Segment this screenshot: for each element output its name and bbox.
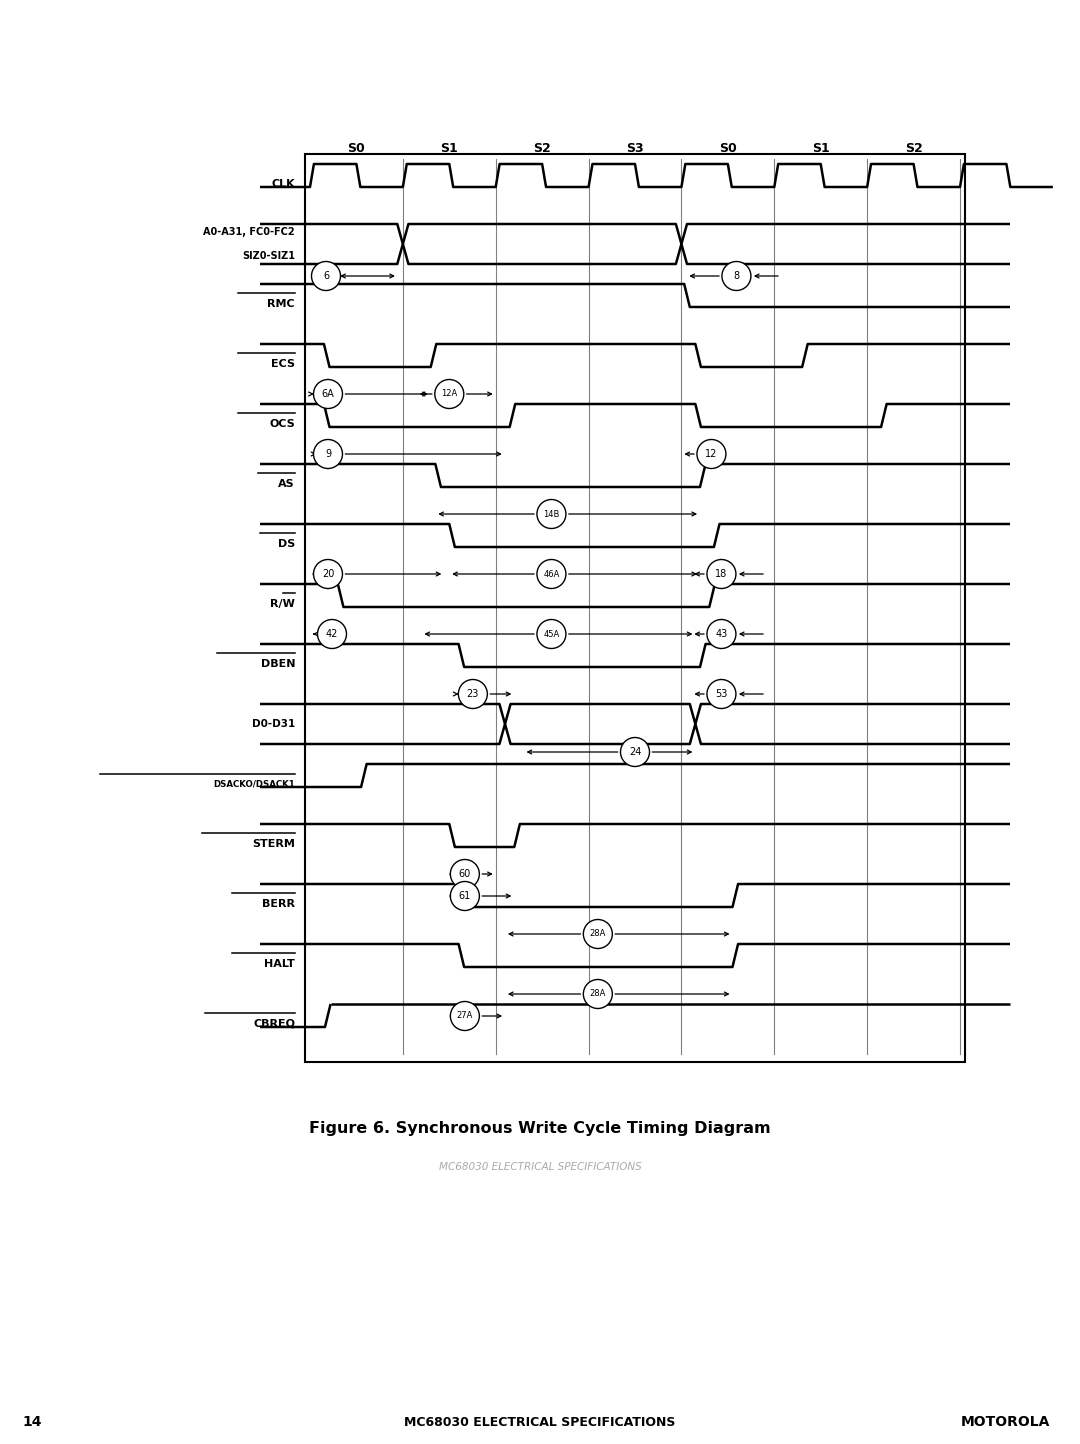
Circle shape [721,261,751,290]
Circle shape [450,1002,480,1031]
Text: S1: S1 [812,143,829,156]
Circle shape [313,380,342,409]
Circle shape [707,619,735,648]
Circle shape [621,738,649,767]
Text: 61: 61 [459,891,471,901]
Circle shape [435,380,463,409]
Circle shape [583,979,612,1008]
Text: 60: 60 [459,869,471,879]
Text: 27A: 27A [457,1011,473,1021]
Text: SIZ0-SIZ1: SIZ0-SIZ1 [242,251,295,261]
Text: 23: 23 [467,689,480,699]
Circle shape [537,559,566,589]
Text: 46A: 46A [543,569,559,579]
Circle shape [313,439,342,468]
Text: 6: 6 [323,271,329,282]
Text: BERR: BERR [262,900,295,910]
Circle shape [707,559,735,589]
Text: MOTOROLA: MOTOROLA [960,1415,1050,1430]
Text: CLK: CLK [271,179,295,189]
Circle shape [450,859,480,888]
Text: 12: 12 [705,449,717,459]
Text: S0: S0 [719,143,737,156]
Text: R/W: R/W [270,599,295,609]
Text: 12A: 12A [441,390,458,399]
Circle shape [458,680,487,709]
Text: 9: 9 [325,449,332,459]
Text: 20: 20 [322,569,334,579]
Circle shape [311,261,340,290]
Text: ECS: ECS [271,360,295,370]
Text: 28A: 28A [590,989,606,998]
Text: CBREQ: CBREQ [253,1019,295,1030]
Circle shape [583,920,612,949]
Text: STERM: STERM [252,839,295,849]
Circle shape [537,619,566,648]
Text: 14B: 14B [543,510,559,518]
Text: HALT: HALT [265,959,295,969]
Text: D0-D31: D0-D31 [252,719,295,729]
Text: OCS: OCS [269,419,295,429]
Text: 53: 53 [715,689,728,699]
Text: S3: S3 [626,143,644,156]
Text: S2: S2 [905,143,922,156]
Text: 18: 18 [715,569,728,579]
Text: Figure 6. Synchronous Write Cycle Timing Diagram: Figure 6. Synchronous Write Cycle Timing… [309,1122,771,1136]
Text: 8: 8 [733,271,740,282]
Text: DBEN: DBEN [260,658,295,669]
Text: 14: 14 [22,1415,41,1430]
Text: RMC: RMC [268,299,295,309]
Circle shape [707,680,735,709]
Text: A0-A31, FC0-FC2: A0-A31, FC0-FC2 [203,227,295,237]
Circle shape [697,439,726,468]
Text: 24: 24 [629,747,642,757]
Text: S1: S1 [441,143,458,156]
Text: 6A: 6A [322,388,335,399]
Text: 43: 43 [715,630,728,640]
Text: S2: S2 [534,143,551,156]
Text: DSACKO/DSACK1: DSACKO/DSACK1 [213,780,295,788]
Text: 45A: 45A [543,630,559,638]
Text: MC68030 ELECTRICAL SPECIFICATIONS: MC68030 ELECTRICAL SPECIFICATIONS [404,1415,676,1428]
Text: 42: 42 [326,630,338,640]
Text: MC68030 ELECTRICAL SPECIFICATIONS: MC68030 ELECTRICAL SPECIFICATIONS [438,1162,642,1173]
Text: 28A: 28A [590,930,606,939]
Circle shape [318,619,347,648]
Circle shape [450,881,480,911]
Circle shape [537,500,566,529]
Circle shape [313,559,342,589]
Text: S0: S0 [348,143,365,156]
Text: DS: DS [278,539,295,549]
Text: AS: AS [279,479,295,490]
